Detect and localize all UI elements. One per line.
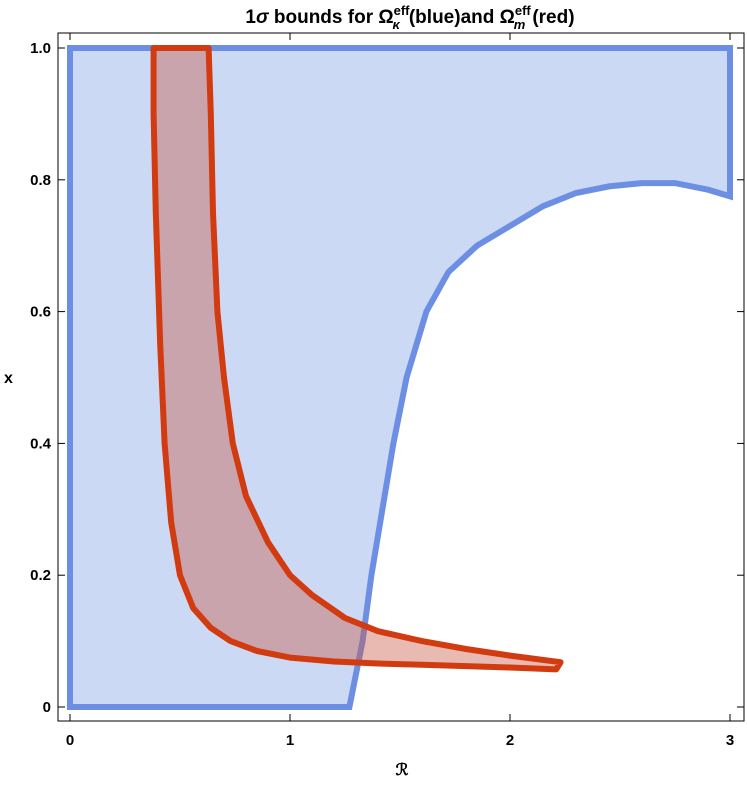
- title-part2: (red): [532, 7, 574, 28]
- x-tick-label: 3: [726, 732, 734, 749]
- y-tick-label: 0: [43, 699, 51, 716]
- x-axis-label: ℛ: [396, 762, 409, 779]
- title-omega-m: Ω: [500, 7, 515, 28]
- chart-title: 1σ bounds for Ωeff κ (blue)and Ωeff m (red): [245, 3, 574, 32]
- plot-frame: [57, 32, 745, 722]
- region-omega-kappa: [67, 45, 733, 710]
- title-sub-m: m: [514, 17, 526, 32]
- plot-regions: [67, 45, 733, 710]
- title-omega-kappa: Ω: [378, 7, 393, 28]
- x-tick-label: 0: [66, 732, 74, 749]
- y-tick-label: 0.6: [30, 304, 51, 321]
- title-sigma: σ: [256, 7, 270, 28]
- y-tick-label: 0.4: [30, 435, 52, 452]
- x-axis: 0 1 2 3: [66, 33, 734, 749]
- title-mid: bounds for: [269, 7, 379, 28]
- y-axis: 0 0.2 0.4 0.6 0.8 1.0: [30, 40, 744, 716]
- x-tick-label: 2: [506, 732, 514, 749]
- title-part1: (blue)and: [409, 7, 500, 28]
- title-sub-kappa: κ: [393, 17, 401, 32]
- y-tick-label: 0.2: [30, 567, 51, 584]
- y-axis-label: x: [4, 370, 13, 387]
- region-omega-m: [150, 45, 564, 673]
- title-sup-kappa: eff: [394, 3, 411, 18]
- x-tick-label: 1: [286, 732, 294, 749]
- y-tick-label: 1.0: [30, 40, 51, 57]
- y-tick-label: 0.8: [30, 172, 51, 189]
- title-prefix: 1: [245, 7, 256, 28]
- title-sup-m: eff: [515, 3, 532, 18]
